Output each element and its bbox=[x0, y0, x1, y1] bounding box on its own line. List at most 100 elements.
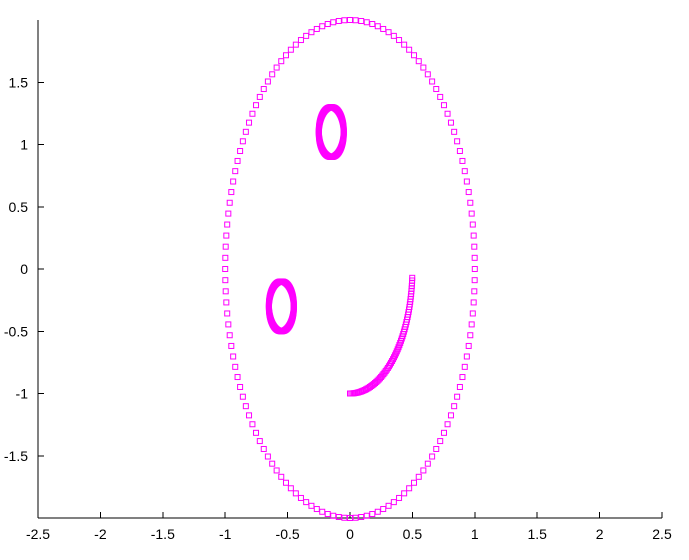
data-point bbox=[282, 479, 289, 486]
data-point bbox=[269, 71, 276, 78]
data-point bbox=[335, 18, 342, 24]
data-point bbox=[380, 506, 387, 513]
data-point bbox=[467, 332, 474, 339]
data-point bbox=[273, 64, 280, 71]
data-point bbox=[380, 25, 387, 32]
data-point bbox=[471, 243, 478, 250]
data-point bbox=[234, 157, 241, 164]
data-point bbox=[461, 363, 468, 370]
data-point bbox=[232, 168, 239, 175]
data-point bbox=[232, 363, 239, 370]
y-tick-label: 0 bbox=[20, 261, 28, 277]
data-point bbox=[391, 352, 398, 359]
data-point bbox=[390, 499, 397, 506]
data-point bbox=[308, 29, 315, 36]
data-point bbox=[242, 403, 249, 410]
data-point bbox=[273, 467, 280, 474]
data-point bbox=[390, 32, 397, 39]
data-point bbox=[264, 453, 271, 460]
data-point bbox=[415, 58, 422, 65]
data-point bbox=[278, 473, 285, 480]
data-point bbox=[411, 479, 418, 486]
data-point bbox=[324, 511, 331, 517]
data-point bbox=[224, 310, 231, 317]
data-point bbox=[230, 353, 237, 360]
data-point bbox=[292, 490, 299, 497]
data-point bbox=[433, 445, 440, 452]
y-tick-label: 0.5 bbox=[9, 199, 29, 215]
data-point bbox=[239, 393, 246, 400]
data-point bbox=[456, 383, 463, 390]
data-point bbox=[260, 86, 267, 93]
data-point bbox=[411, 52, 418, 59]
data-point bbox=[319, 23, 326, 30]
data-point bbox=[297, 37, 304, 44]
data-point bbox=[358, 18, 365, 24]
data-point bbox=[319, 508, 326, 515]
y-tick-label: 1 bbox=[20, 137, 28, 153]
data-point bbox=[459, 374, 466, 381]
data-point bbox=[390, 356, 397, 363]
data-point bbox=[409, 274, 416, 281]
data-point bbox=[253, 102, 260, 109]
data-point bbox=[330, 512, 337, 519]
data-markers bbox=[222, 17, 478, 521]
data-point bbox=[330, 19, 337, 26]
data-point bbox=[424, 71, 431, 78]
data-point bbox=[237, 383, 244, 390]
x-tick-label: 0 bbox=[346, 526, 354, 542]
data-point bbox=[363, 19, 370, 26]
data-point bbox=[222, 243, 229, 250]
data-point bbox=[358, 514, 365, 520]
data-point bbox=[440, 102, 447, 109]
data-point bbox=[374, 23, 381, 30]
data-point bbox=[352, 514, 359, 521]
data-point bbox=[451, 128, 458, 135]
data-point bbox=[264, 78, 271, 85]
data-point bbox=[278, 58, 285, 65]
data-point bbox=[451, 403, 458, 410]
data-point bbox=[396, 494, 403, 501]
data-point bbox=[374, 508, 381, 515]
data-point bbox=[406, 485, 413, 492]
data-point bbox=[459, 157, 466, 164]
data-point bbox=[424, 460, 431, 467]
x-tick-label: -1.5 bbox=[151, 526, 175, 542]
data-point bbox=[239, 138, 246, 145]
data-point bbox=[468, 321, 475, 328]
data-point bbox=[440, 429, 447, 436]
data-point bbox=[287, 485, 294, 492]
data-point bbox=[324, 21, 331, 27]
data-point bbox=[222, 277, 229, 284]
data-point bbox=[447, 412, 454, 419]
data-point bbox=[226, 332, 233, 339]
data-point bbox=[303, 32, 310, 39]
data-point bbox=[303, 499, 310, 506]
data-point bbox=[256, 93, 263, 100]
y-tick-label: 1.5 bbox=[9, 74, 29, 90]
x-tick-label: 2.5 bbox=[652, 526, 672, 542]
data-point bbox=[415, 473, 422, 480]
data-point bbox=[454, 138, 461, 145]
data-point bbox=[406, 46, 413, 53]
x-tick-label: 1 bbox=[471, 526, 479, 542]
data-point bbox=[234, 374, 241, 381]
data-point bbox=[429, 453, 436, 460]
data-point bbox=[461, 168, 468, 175]
data-point bbox=[471, 266, 478, 272]
data-point bbox=[447, 119, 454, 126]
data-point bbox=[369, 511, 376, 517]
x-tick-label: -2.5 bbox=[26, 526, 50, 542]
data-point bbox=[470, 299, 477, 306]
data-point bbox=[269, 460, 276, 467]
data-point bbox=[471, 288, 478, 295]
data-point bbox=[335, 514, 342, 520]
data-point bbox=[468, 210, 475, 217]
data-point bbox=[437, 93, 444, 100]
data-point bbox=[282, 52, 289, 59]
data-point bbox=[341, 17, 348, 24]
data-point bbox=[230, 178, 237, 185]
data-point bbox=[347, 17, 353, 23]
data-point bbox=[313, 25, 320, 32]
